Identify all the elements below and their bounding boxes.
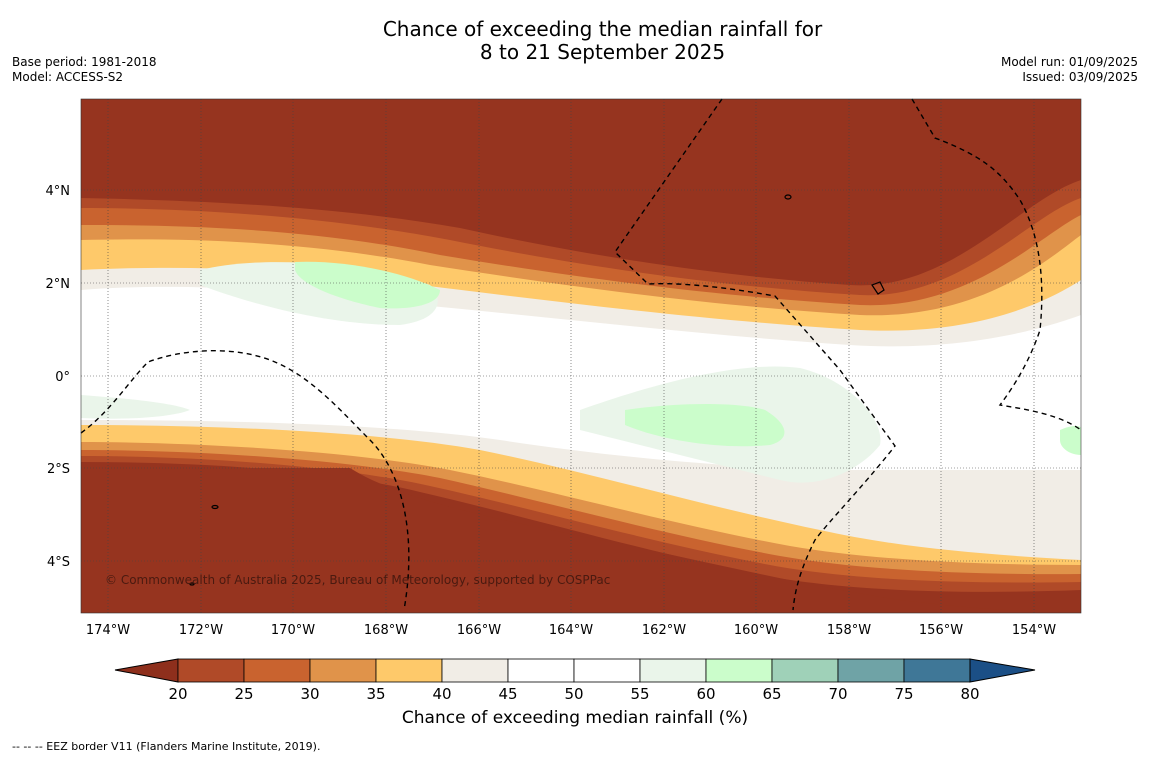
lon-axis: 174°W 172°W 170°W 168°W 166°W 164°W 162°…	[86, 623, 1056, 638]
lon-label-158w: 158°W	[827, 623, 871, 638]
colorbar-under-arrow	[114, 658, 179, 683]
lon-label-174w: 174°W	[86, 623, 130, 638]
colorbar-tick-label: 70	[828, 685, 847, 703]
lon-label-160w: 160°W	[734, 623, 778, 638]
eez-border-west	[80, 350, 410, 611]
lat-label-0: 0°	[55, 370, 70, 385]
island-1	[784, 194, 792, 200]
lon-label-156w: 156°W	[919, 623, 963, 638]
colorbar-tick-label: 65	[762, 685, 781, 703]
eez-borders	[80, 98, 1082, 611]
colorbar-box	[573, 658, 641, 683]
contour-55-60-west	[81, 395, 190, 419]
lat-label-2n: 2°N	[46, 277, 71, 292]
colorbar-boxes	[177, 658, 971, 683]
lon-label-154w: 154°W	[1012, 623, 1056, 638]
lat-label-4n: 4°N	[46, 184, 71, 199]
contour-60-65-east	[1060, 425, 1081, 455]
colorbar-tick-label: 80	[960, 685, 979, 703]
colorbar: 20 25 30 35 40 45 50 55 60 65 70 75 80	[114, 658, 1036, 703]
colorbar-tick-label: 50	[564, 685, 583, 703]
colorbar-box	[177, 658, 245, 683]
colorbar-tick-label: 75	[894, 685, 913, 703]
title-line-1: Chance of exceeding the median rainfall …	[382, 17, 823, 41]
colorbar-box	[441, 658, 509, 683]
colorbar-tick-label: 45	[498, 685, 517, 703]
lat-label-2s: 2°S	[47, 462, 70, 477]
lon-label-168w: 168°W	[364, 623, 408, 638]
colorbar-tick-label: 20	[168, 685, 187, 703]
colorbar-box	[243, 658, 311, 683]
base-period: Base period: 1981-2018	[12, 55, 157, 69]
colorbar-over-arrow	[969, 658, 1036, 683]
colorbar-tick-label: 60	[696, 685, 715, 703]
lat-axis: 4°N 2°N 0° 2°S 4°S	[46, 184, 71, 570]
island-2	[871, 281, 885, 295]
title-line-2: 8 to 21 September 2025	[479, 40, 726, 64]
lon-label-164w: 164°W	[549, 623, 593, 638]
lon-label-166w: 166°W	[457, 623, 501, 638]
colorbar-box	[771, 658, 839, 683]
colorbar-tick-label: 25	[234, 685, 253, 703]
colorbar-box	[903, 658, 971, 683]
island-4	[189, 582, 195, 586]
colorbar-box	[507, 658, 575, 683]
lat-label-4s: 4°S	[47, 555, 70, 570]
colorbar-box	[639, 658, 707, 683]
colorbar-box	[705, 658, 773, 683]
lon-label-170w: 170°W	[271, 623, 315, 638]
contour-60-65	[295, 261, 440, 309]
meta-right: Model run: 01/09/2025 Issued: 03/09/2025	[1001, 55, 1138, 85]
colorbar-title: Chance of exceeding median rainfall (%)	[401, 708, 749, 728]
map-title: Chance of exceeding the median rainfall …	[300, 18, 905, 64]
model-run: Model run: 01/09/2025	[1000, 55, 1138, 69]
eez-border-east	[911, 98, 1082, 431]
colorbar-box	[837, 658, 905, 683]
eez-border-central	[614, 98, 896, 611]
map-plot-area	[81, 99, 1081, 613]
colorbar-tick-label: 35	[366, 685, 385, 703]
colorbar-ticks: 20 25 30 35 40 45 50 55 60 65 70 75 80	[168, 685, 979, 703]
island-3	[211, 504, 219, 510]
colorbar-tick-label: 55	[630, 685, 649, 703]
colorbar-box	[309, 658, 377, 683]
meta-left: Base period: 1981-2018 Model: ACCESS-S2	[12, 55, 157, 85]
model-name: Model: ACCESS-S2	[12, 70, 124, 84]
colorbar-tick-label: 40	[432, 685, 451, 703]
colorbar-tick-label: 30	[300, 685, 319, 703]
lon-label-162w: 162°W	[642, 623, 686, 638]
islands	[189, 194, 885, 586]
contour-below-20-south	[81, 468, 1081, 613]
colorbar-box	[375, 658, 443, 683]
eez-legend-note: -- -- -- EEZ border V11 (Flanders Marine…	[12, 740, 321, 753]
map-frame	[80, 98, 1082, 614]
copyright-notice: © Commonwealth of Australia 2025, Bureau…	[105, 573, 610, 587]
contour-60-65-central	[625, 404, 785, 447]
lon-label-172w: 172°W	[179, 623, 223, 638]
issued-date: Issued: 03/09/2025	[1022, 70, 1138, 84]
